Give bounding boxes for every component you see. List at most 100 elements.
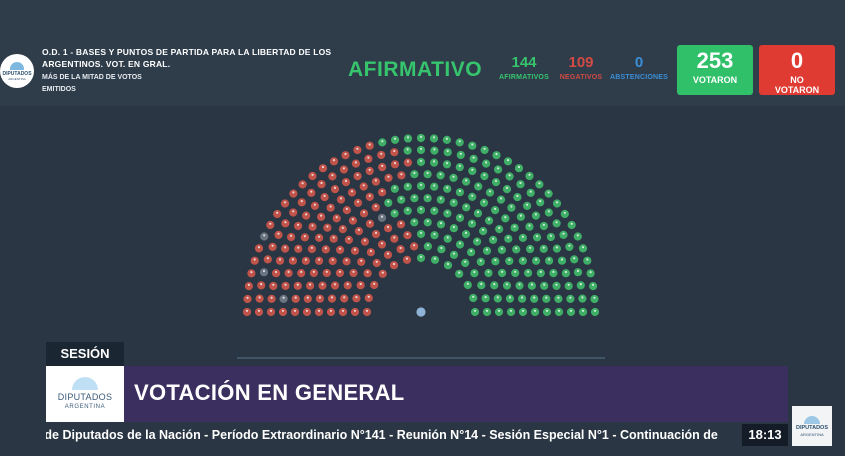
seat (549, 269, 558, 278)
seat (583, 256, 592, 265)
affirmative-stat: 144 AFIRMATIVOS (494, 54, 554, 84)
seat-person-icon (568, 244, 571, 247)
seat-person-icon (306, 296, 309, 299)
seat-person-icon (439, 222, 443, 225)
seat (365, 219, 375, 228)
vote-result: AFIRMATIVO (348, 58, 483, 81)
seat-person-icon (548, 258, 551, 261)
seat-person-icon (488, 218, 491, 221)
seat-person-icon (369, 249, 372, 253)
voted-box: 253 VOTARON (677, 45, 753, 95)
seat (552, 219, 561, 228)
seat (343, 281, 352, 290)
seat-person-icon (519, 181, 522, 185)
seat (482, 159, 491, 168)
seat-person-icon (484, 296, 487, 299)
seat (455, 163, 464, 172)
seat-person-icon (351, 218, 354, 221)
seat-person-icon (347, 237, 350, 240)
seat-person-icon (458, 164, 461, 167)
seat-person-icon (374, 205, 377, 208)
seat-person-icon (555, 283, 558, 286)
not-voted-label-line2: VOTARON (774, 85, 820, 95)
seat-person-icon (419, 159, 423, 162)
seat (378, 188, 387, 197)
seat (307, 188, 316, 197)
seat (504, 234, 513, 243)
seat (530, 307, 540, 317)
seat-person-icon (318, 235, 321, 238)
seat-person-icon (519, 214, 523, 217)
seat (430, 231, 439, 240)
seat-person-icon (539, 270, 542, 273)
news-ticker: a de Diputados de la Nación - Período Ex… (46, 424, 740, 446)
seat (329, 157, 339, 166)
seat-person-icon (570, 222, 573, 225)
seat-person-icon (593, 296, 596, 299)
seat-person-icon (335, 216, 338, 219)
seat (309, 268, 318, 278)
seat-person-icon (495, 152, 498, 156)
seat-person-icon (406, 184, 409, 187)
seat (272, 269, 281, 278)
seat-person-icon (542, 246, 545, 249)
sun-icon (72, 377, 98, 390)
corner-logo: DIPUTADOS ARGENTINA (792, 406, 832, 446)
seat (485, 188, 495, 197)
seat-person-icon (311, 173, 314, 176)
seat-person-icon (271, 244, 274, 247)
seat (349, 268, 358, 278)
seat (302, 307, 312, 317)
seat-person-icon (485, 161, 488, 164)
seat-person-icon (547, 210, 550, 213)
seat-person-icon (557, 309, 561, 312)
seat (479, 227, 488, 236)
seat (518, 233, 528, 242)
seat (567, 220, 576, 230)
seat (350, 246, 360, 255)
seat (493, 294, 502, 303)
seat-person-icon (487, 270, 490, 273)
seat-person-icon (567, 283, 570, 286)
seat-person-icon (452, 200, 455, 203)
seat (443, 209, 452, 218)
seat (513, 193, 522, 202)
seat (560, 209, 569, 219)
seat-person-icon (413, 195, 416, 199)
seat (335, 268, 344, 278)
seat (410, 242, 419, 251)
seat (479, 198, 489, 207)
seat (423, 242, 432, 251)
seat-person-icon (323, 194, 326, 197)
seat (416, 181, 426, 191)
seat (586, 269, 595, 278)
seat (564, 281, 573, 291)
seat-person-icon (517, 165, 521, 169)
seat (515, 281, 524, 290)
seat (384, 198, 393, 207)
seat-person-icon (406, 136, 410, 139)
seat (461, 230, 471, 239)
seat-person-icon (293, 309, 297, 312)
seat (330, 185, 340, 194)
majority-rule: MÁS DE LA MITAD DE VOTOS EMITIDOS (42, 74, 142, 93)
seat (301, 256, 310, 265)
seat (436, 220, 446, 229)
seat (357, 257, 366, 266)
seat (273, 209, 282, 219)
seat (255, 294, 264, 303)
seat (484, 268, 493, 278)
seat-person-icon (471, 168, 474, 171)
seat-person-icon (387, 225, 390, 229)
seat-person-icon (318, 258, 321, 261)
seat (384, 224, 393, 233)
seat (342, 257, 351, 266)
seat (257, 281, 266, 290)
seat-person-icon (515, 247, 518, 250)
seat (505, 256, 514, 266)
seat (371, 177, 380, 186)
seat (477, 281, 486, 290)
seat (278, 307, 288, 317)
negative-stat: 109 NEGATIVOS (551, 54, 611, 84)
seat (512, 245, 521, 254)
